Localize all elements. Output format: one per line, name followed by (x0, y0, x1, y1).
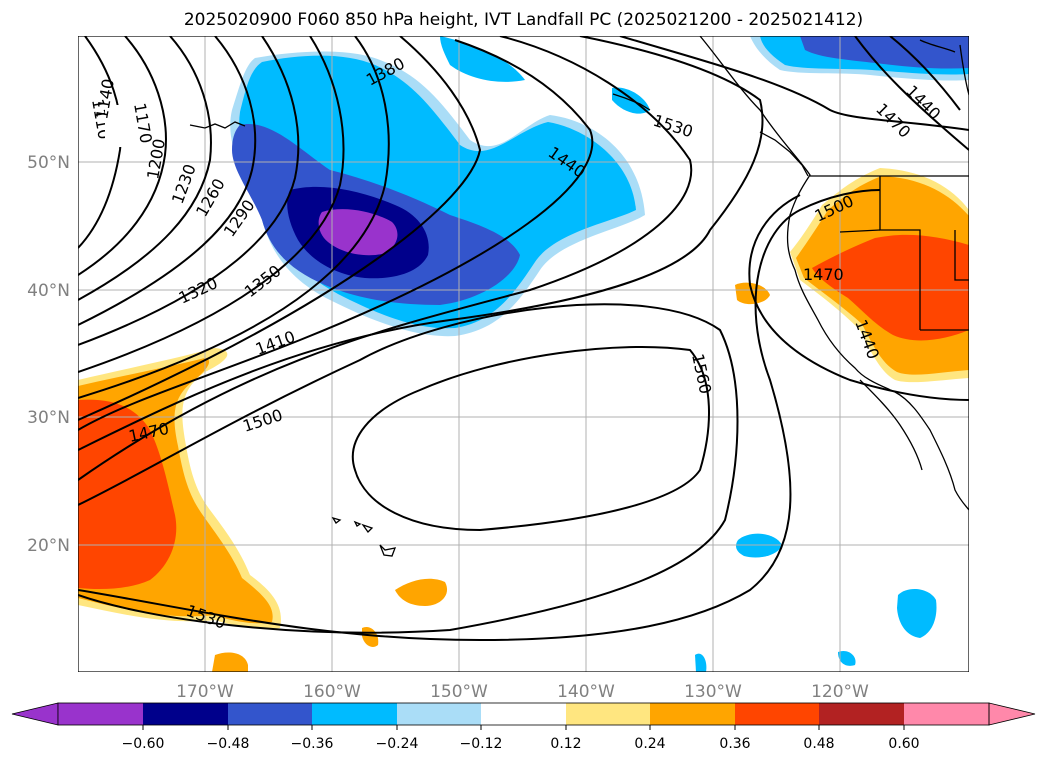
colorbar-tick-label: 0.60 (888, 736, 919, 752)
graticule (78, 36, 969, 672)
colorbar-swatch (819, 703, 904, 725)
ivt-positive-region (395, 578, 448, 606)
colorbar: −0.60 −0.48 −0.36 −0.24 −0.12 0.12 0.24 … (11, 702, 1036, 752)
lon-tick-label: 160°W (303, 682, 361, 702)
colorbar-tick-label: 0.12 (550, 736, 581, 752)
lon-tick-label: 140°W (557, 682, 615, 702)
lat-tick-label: 20°N (27, 536, 70, 556)
lon-tick-label: 130°W (684, 682, 742, 702)
colorbar-swatch (228, 703, 312, 725)
ivt-positive-region (78, 399, 177, 590)
lat-tick-label: 40°N (27, 281, 70, 301)
map-title: 2025020900 F060 850 hPa height, IVT Land… (183, 10, 864, 30)
colorbar-swatch (58, 703, 143, 725)
colorbar-swatch (566, 703, 650, 725)
colorbar-tick-label: −0.36 (291, 736, 334, 752)
colorbar-swatch (312, 703, 397, 725)
contour-label: 1470 (803, 265, 844, 284)
colorbar-extend-low (11, 702, 59, 726)
colorbar-tick-label: −0.60 (122, 736, 165, 752)
coastline (189, 36, 969, 557)
ivt-negative-region (897, 588, 937, 638)
ivt-negative-region (800, 36, 969, 69)
ivt-negative-region (695, 653, 707, 672)
colorbar-tick-label: −0.12 (460, 736, 503, 752)
ivt-negative-region (318, 209, 398, 256)
colorbar-tick-label: 0.36 (719, 736, 750, 752)
latitude-labels: 50°N 40°N 30°N 20°N (27, 153, 70, 556)
ivt-positive-region (212, 652, 248, 672)
colorbar-swatch (143, 703, 228, 725)
colorbar-tick-label: 0.48 (803, 736, 834, 752)
lat-tick-label: 50°N (27, 153, 70, 173)
colorbar-tick-label: −0.48 (207, 736, 250, 752)
colorbar-swatch (481, 703, 566, 725)
colorbar-swatch (397, 703, 481, 725)
lon-tick-label: 120°W (811, 682, 869, 702)
lon-tick-label: 150°W (430, 682, 488, 702)
ivt-positive-region (812, 234, 969, 341)
longitude-labels: 170°W 160°W 150°W 140°W 130°W 120°W (176, 682, 869, 702)
colorbar-swatch (650, 703, 735, 725)
colorbar-extend-high (988, 702, 1036, 726)
lon-tick-label: 170°W (176, 682, 234, 702)
ivt-negative-region (838, 650, 856, 666)
contour-labels: 1110 1140 1170 1200 1230 1260 1290 1320 … (88, 54, 944, 633)
colorbar-tick-label: 0.24 (634, 736, 665, 752)
colorbar-tick-label: −0.24 (376, 736, 419, 752)
height-contours (78, 36, 969, 642)
ivt-negative-region (736, 533, 782, 558)
lat-tick-label: 30°N (27, 408, 70, 428)
ivt-negative-region (440, 36, 525, 82)
colorbar-swatch (735, 703, 819, 725)
map-area: 1110 1140 1170 1200 1230 1260 1290 1320 … (78, 36, 969, 672)
colorbar-swatch (904, 703, 989, 725)
ivt-fill-layer (78, 36, 969, 672)
